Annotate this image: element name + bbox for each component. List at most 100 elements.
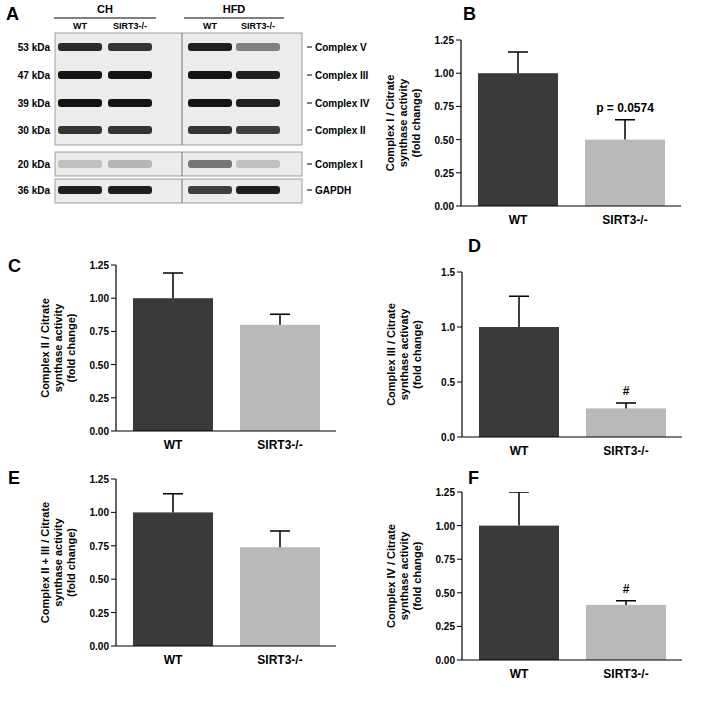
y-tick-label: 0.25 — [436, 621, 456, 632]
y-tick-label: 0.00 — [90, 426, 110, 437]
band — [58, 160, 102, 168]
y-tick-label: 0.5 — [441, 377, 455, 388]
lane-label: SIRT3-/- — [113, 21, 147, 31]
band — [108, 43, 152, 51]
marks — [133, 494, 320, 646]
band — [108, 71, 152, 79]
panel-label: A — [6, 4, 19, 24]
y-tick — [456, 73, 461, 74]
bar — [240, 325, 320, 431]
y-tick — [111, 545, 116, 546]
y-tick-label: 0.75 — [436, 554, 456, 565]
blot-membrane — [55, 152, 302, 176]
y-axis — [461, 272, 462, 437]
y-tick-label: 0.25 — [90, 608, 110, 619]
y-tick — [457, 327, 462, 328]
y-axis — [461, 492, 462, 660]
blot-divider — [182, 152, 183, 176]
blot-divider — [182, 33, 183, 145]
band-pointer — [307, 130, 312, 131]
band — [108, 99, 152, 107]
band-pointer — [307, 75, 312, 76]
y-tick-label: 1.00 — [436, 521, 456, 532]
x-tick-label: SIRT3-/- — [602, 213, 647, 227]
mw-label: 47 kDa — [18, 70, 51, 81]
blot-membrane — [55, 179, 302, 203]
y-tick — [111, 331, 116, 332]
y-tick-label: 0.00 — [435, 201, 455, 212]
y-tick-label: 0.0 — [441, 432, 455, 443]
axis-title: synthase activity — [397, 78, 409, 168]
y-tick — [111, 479, 116, 480]
band — [58, 186, 102, 194]
y-tick-label: 1.25 — [435, 35, 455, 46]
lane-label: WT — [203, 21, 217, 31]
band — [188, 43, 232, 51]
y-tick — [457, 525, 462, 526]
band — [188, 126, 232, 134]
error-bar — [163, 273, 183, 298]
lane-label: WT — [73, 21, 87, 31]
mw-label: 39 kDa — [18, 98, 51, 109]
y-tick-label: 0.75 — [90, 326, 110, 337]
bar — [133, 298, 213, 431]
y-tick-label: 0.25 — [90, 393, 110, 404]
x-tick-label: WT — [509, 213, 528, 227]
y-tick — [111, 612, 116, 613]
panel-label: B — [463, 4, 476, 24]
band — [236, 43, 280, 51]
x-axis — [116, 645, 336, 646]
y-tick-label: 1.00 — [435, 68, 455, 79]
band-label: Complex II — [315, 125, 366, 136]
y-tick — [111, 646, 116, 647]
error-bar — [616, 601, 636, 605]
bar — [586, 605, 666, 660]
y-tick-label: 0.50 — [436, 588, 456, 599]
band-label: GAPDH — [315, 185, 351, 196]
y-tick-label: 1.25 — [90, 474, 110, 485]
bar-chart: BComplex I / Citratesynthase activity(fo… — [384, 4, 681, 227]
group-underline — [184, 18, 284, 19]
bar — [478, 73, 558, 206]
band — [236, 99, 280, 107]
band — [188, 160, 232, 168]
error-bar — [509, 492, 529, 526]
y-tick — [456, 139, 461, 140]
band — [58, 126, 102, 134]
axis-title: (fold change) — [65, 313, 77, 382]
y-tick-label: 1.00 — [90, 507, 110, 518]
bar-chart: FComplex IV / Citratesynthase activity(f… — [385, 468, 682, 681]
y-tick — [111, 512, 116, 513]
mw-label: 36 kDa — [18, 185, 51, 196]
group-label: HFD — [223, 3, 246, 15]
y-tick — [457, 437, 462, 438]
bar — [133, 512, 213, 646]
y-tick-label: 0.75 — [90, 541, 110, 552]
bar-chart: EComplex II + III / Citratesynthase acti… — [8, 468, 336, 667]
x-tick-label: SIRT3-/- — [257, 653, 302, 667]
y-tick — [111, 431, 116, 432]
band-pointer — [307, 164, 312, 165]
band-pointer — [307, 190, 312, 191]
panel-label: E — [8, 468, 20, 488]
x-axis — [461, 205, 681, 206]
panel-label: C — [8, 256, 21, 276]
axis-title: synthase activity — [52, 303, 64, 393]
band — [236, 186, 280, 194]
panel-a: ACHWTSIRT3-/-HFDWTSIRT3-/-53 kDaComplex … — [6, 3, 370, 203]
band-pointer — [307, 103, 312, 104]
panel-label: F — [468, 468, 479, 488]
y-tick — [456, 106, 461, 107]
band — [236, 71, 280, 79]
band-label: Complex IV — [315, 98, 370, 109]
band — [188, 186, 232, 194]
bar-chart: CComplex II / Citratesynthase activity(f… — [8, 256, 336, 452]
y-tick-label: 0.50 — [90, 574, 110, 585]
y-tick — [111, 298, 116, 299]
error-bar — [270, 531, 290, 547]
group-label: CH — [97, 3, 113, 15]
axis-title: (fold change) — [411, 320, 423, 389]
marks — [479, 296, 666, 437]
lane-label: SIRT3-/- — [241, 21, 275, 31]
x-axis — [116, 430, 336, 431]
